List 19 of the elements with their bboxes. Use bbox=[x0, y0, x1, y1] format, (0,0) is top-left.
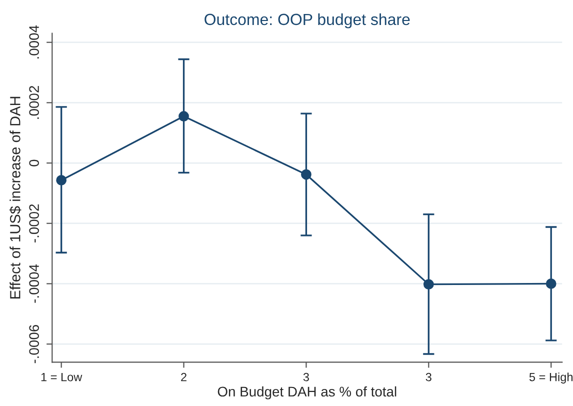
point bbox=[301, 169, 312, 180]
y-tick-label: -.0006 bbox=[29, 324, 39, 364]
x-axis-title: On Budget DAH as % of total bbox=[218, 386, 396, 400]
y-tick-label: .0004 bbox=[29, 25, 39, 58]
y-tick-label: 0 bbox=[29, 160, 39, 166]
point bbox=[546, 278, 556, 289]
chart-title: Outcome: OOP budget share bbox=[204, 13, 410, 28]
y-tick-label: .0002 bbox=[29, 86, 39, 119]
x-tick-label: 3 bbox=[303, 372, 309, 382]
y-tick-label: -.0002 bbox=[29, 204, 39, 242]
y-axis-title: Effect of 1US$ increase of DAH bbox=[9, 96, 22, 299]
point bbox=[56, 175, 67, 186]
x-tick-label: 3 bbox=[426, 372, 432, 382]
point bbox=[423, 279, 434, 290]
point bbox=[178, 111, 189, 122]
x-tick-label: 5 = High bbox=[529, 372, 572, 384]
x-tick-label: 1 = Low bbox=[41, 373, 82, 382]
y-tick-label: -.0004 bbox=[29, 264, 39, 303]
x-tick-label: 2 bbox=[181, 372, 186, 382]
